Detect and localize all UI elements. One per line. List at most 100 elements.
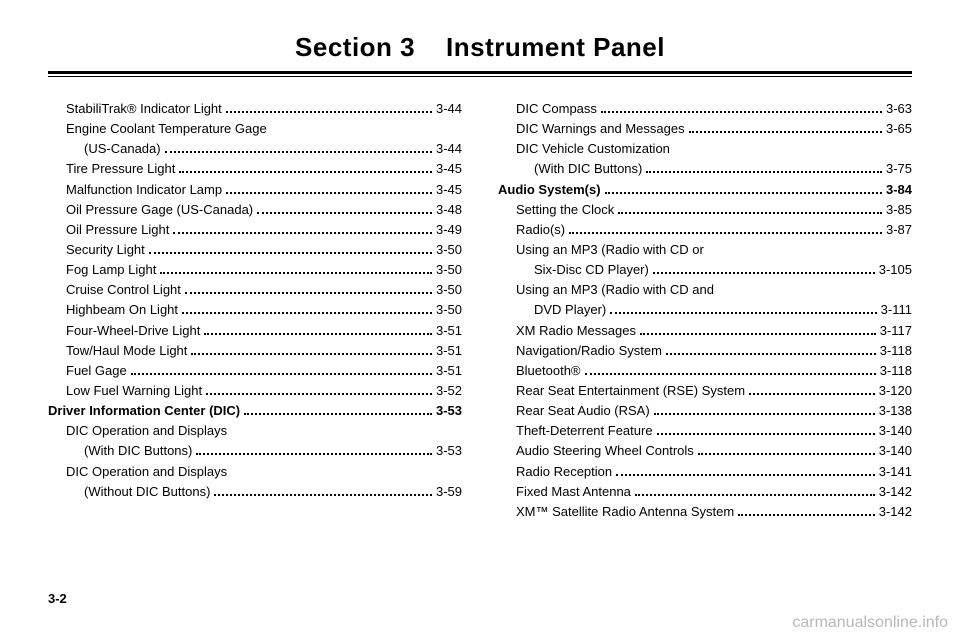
toc-label: XM Radio Messages xyxy=(516,321,636,341)
toc-label-cont: (Without DIC Buttons) xyxy=(66,482,210,502)
toc-page: 3-118 xyxy=(880,341,912,361)
toc-label: DIC Operation and Displays xyxy=(66,462,227,482)
leader-dots xyxy=(618,205,882,214)
toc-label: Rear Seat Entertainment (RSE) System xyxy=(516,381,745,401)
toc-entry: Setting the Clock3-85 xyxy=(498,200,912,220)
toc-page: 3-111 xyxy=(881,300,912,320)
leader-dots xyxy=(635,487,875,496)
toc-entry: Rear Seat Entertainment (RSE) System 3-12… xyxy=(498,381,912,401)
toc-page: 3-120 xyxy=(879,381,912,401)
toc-label: XM™ Satellite Radio Antenna System xyxy=(516,502,734,522)
leader-dots xyxy=(206,386,432,395)
toc-label-cont: DVD Player) xyxy=(516,300,606,320)
toc-entry: Oil Pressure Light 3-49 xyxy=(48,220,462,240)
divider-thick xyxy=(48,71,912,74)
toc-page: 3-117 xyxy=(880,321,912,341)
page-number: 3-2 xyxy=(48,591,67,606)
leader-dots xyxy=(698,446,875,455)
toc-label: Tire Pressure Light xyxy=(66,159,175,179)
toc-entry: DIC Vehicle Customization xyxy=(498,139,912,159)
toc-entry: Security Light3-50 xyxy=(48,240,462,260)
toc-label: DIC Compass xyxy=(516,99,597,119)
toc-label: StabiliTrak® Indicator Light xyxy=(66,99,222,119)
toc-entry: Bluetooth® 3-118 xyxy=(498,361,912,381)
toc-entry: DIC Operation and Displays xyxy=(48,421,462,441)
toc-page: 3-50 xyxy=(436,240,462,260)
toc-entry-cont: (US-Canada)3-44 xyxy=(48,139,462,159)
toc-label-cont: (With DIC Buttons) xyxy=(516,159,642,179)
watermark: carmanualsonline.info xyxy=(792,614,948,632)
toc-label: DIC Warnings and Messages xyxy=(516,119,685,139)
toc-label: Cruise Control Light xyxy=(66,280,181,300)
leader-dots xyxy=(605,184,882,193)
toc-label: Bluetooth® xyxy=(516,361,581,381)
toc-label: Malfunction Indicator Lamp xyxy=(66,180,222,200)
toc-right-column: DIC Compass 3-63 DIC Warnings and Messages… xyxy=(498,99,912,522)
toc-label-cont: (With DIC Buttons) xyxy=(66,441,192,461)
leader-dots xyxy=(165,144,432,153)
toc-entry: StabiliTrak® Indicator Light3-44 xyxy=(48,99,462,119)
toc-entry: Engine Coolant Temperature Gage xyxy=(48,119,462,139)
toc-entry: Tow/Haul Mode Light3-51 xyxy=(48,341,462,361)
toc-label: Radio(s) xyxy=(516,220,565,240)
toc-entry: Four-Wheel-Drive Light3-51 xyxy=(48,321,462,341)
toc-entry: Audio System(s) 3-84 xyxy=(498,180,912,200)
toc-entry: Radio(s)3-87 xyxy=(498,220,912,240)
toc-entry: Navigation/Radio System3-118 xyxy=(498,341,912,361)
toc-page: 3-53 xyxy=(436,441,462,461)
leader-dots xyxy=(191,346,432,355)
toc-entry: Audio Steering Wheel Controls3-140 xyxy=(498,441,912,461)
leader-dots xyxy=(226,184,432,193)
leader-dots xyxy=(185,285,432,294)
leader-dots xyxy=(204,325,432,334)
leader-dots xyxy=(179,164,432,173)
leader-dots xyxy=(226,104,432,113)
toc-label: Oil Pressure Light xyxy=(66,220,169,240)
leader-dots xyxy=(173,225,432,234)
toc-label: Highbeam On Light xyxy=(66,300,178,320)
toc-page: 3-48 xyxy=(436,200,462,220)
toc-label: Engine Coolant Temperature Gage xyxy=(66,119,267,139)
section-header: Section 3 Instrument Panel xyxy=(48,32,912,63)
toc-label: Fixed Mast Antenna xyxy=(516,482,631,502)
toc-page: 3-51 xyxy=(436,321,462,341)
leader-dots xyxy=(610,305,876,314)
toc-page: 3-140 xyxy=(879,421,912,441)
toc-page: 3-59 xyxy=(436,482,462,502)
toc-page: 3-84 xyxy=(886,180,912,200)
toc-entry-cont: DVD Player) 3-111 xyxy=(498,300,912,320)
toc-page: 3-63 xyxy=(886,99,912,119)
leader-dots xyxy=(616,466,875,475)
toc-label: Tow/Haul Mode Light xyxy=(66,341,187,361)
toc-entry: XM™ Satellite Radio Antenna System3-142 xyxy=(498,502,912,522)
leader-dots xyxy=(654,406,875,415)
toc-page: 3-105 xyxy=(879,260,912,280)
toc-label: Using an MP3 (Radio with CD or xyxy=(516,240,704,260)
toc-entry: Theft-Deterrent Feature 3-140 xyxy=(498,421,912,441)
leader-dots xyxy=(160,265,432,274)
toc-label: DIC Operation and Displays xyxy=(66,421,227,441)
toc-entry-cont: Six-Disc CD Player)3-105 xyxy=(498,260,912,280)
toc-label: Theft-Deterrent Feature xyxy=(516,421,653,441)
toc-entry: Fog Lamp Light3-50 xyxy=(48,260,462,280)
toc-entry: Low Fuel Warning Light 3-52 xyxy=(48,381,462,401)
divider-thin xyxy=(48,76,912,77)
toc-page: 3-118 xyxy=(880,361,912,381)
toc-page: 3-52 xyxy=(436,381,462,401)
toc-page: 3-53 xyxy=(436,401,462,421)
leader-dots xyxy=(585,366,876,375)
toc-entry: Tire Pressure Light3-45 xyxy=(48,159,462,179)
toc-label: Audio System(s) xyxy=(498,180,601,200)
toc-page: 3-49 xyxy=(436,220,462,240)
toc-page: 3-141 xyxy=(879,462,912,482)
leader-dots xyxy=(689,124,882,133)
toc-entry: Highbeam On Light3-50 xyxy=(48,300,462,320)
leader-dots xyxy=(666,346,876,355)
toc-page: 3-138 xyxy=(879,401,912,421)
toc-page: 3-45 xyxy=(436,180,462,200)
leader-dots xyxy=(569,225,882,234)
toc-label: Audio Steering Wheel Controls xyxy=(516,441,694,461)
toc-page: 3-51 xyxy=(436,361,462,381)
section-label: Section 3 xyxy=(295,32,415,62)
toc-label: Low Fuel Warning Light xyxy=(66,381,202,401)
